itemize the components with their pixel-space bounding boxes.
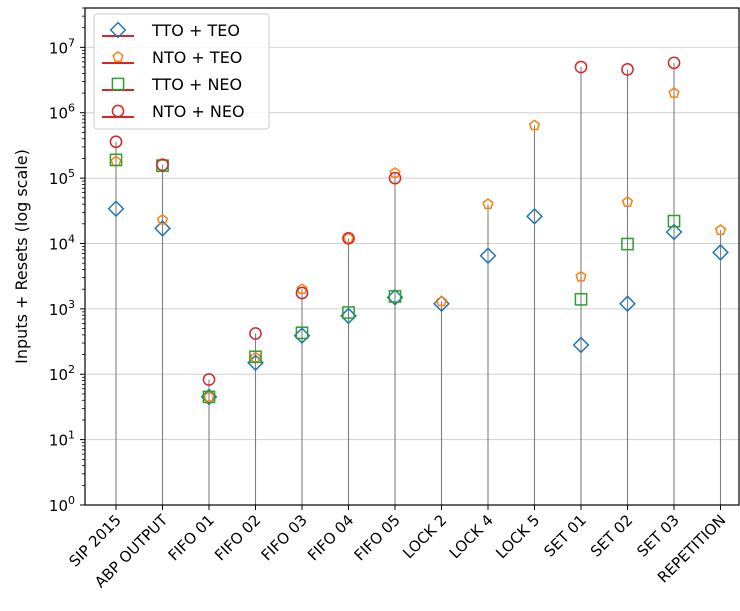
legend-marker-pentagon [112, 51, 124, 62]
plot-frame [84, 7, 740, 506]
data-point-pentagon [575, 270, 587, 282]
data-point-diamond [712, 244, 729, 261]
data-point-pentagon [621, 196, 634, 207]
data-point-pentagon [296, 283, 308, 295]
x-tick-label: LOCK 5 [492, 511, 543, 562]
data-point-circle [667, 56, 681, 70]
x-tick-label: FIFO 02 [211, 511, 264, 564]
series-circle [109, 56, 681, 386]
data-point-square [202, 390, 216, 404]
y-tick-label: 106 [49, 102, 75, 123]
data-point-square [388, 290, 402, 303]
x-tick-label: FIFO 04 [304, 511, 357, 564]
y-axis-ticks: 100 101 102 103 104 105 106 107 [49, 7, 85, 515]
y-axis-title: Inputs + Resets (log scale) [12, 149, 31, 364]
data-point-diamond [526, 207, 543, 225]
data-point-pentagon [668, 87, 680, 98]
data-point-circle [342, 231, 355, 245]
data-point-diamond [572, 336, 590, 354]
legend-label: TTO + TEO [151, 21, 240, 40]
data-point-circle [109, 135, 123, 149]
data-point-circle [249, 327, 262, 340]
data-point-circle [388, 171, 402, 185]
x-tick-label: LOCK 4 [446, 511, 497, 562]
data-point-square [249, 350, 262, 364]
legend-marker-square [111, 77, 125, 91]
legend-label: NTO + TEO [152, 48, 242, 67]
data-point-pentagon [342, 232, 355, 244]
data-point-pentagon [714, 224, 727, 235]
data-point-pentagon [389, 166, 401, 178]
data-point-square [667, 214, 681, 228]
data-point-pentagon [482, 198, 494, 209]
data-point-pentagon [203, 390, 215, 402]
legend-marker-diamond [109, 21, 127, 39]
x-tick-label: FIFO 03 [258, 511, 311, 564]
data-point-pentagon [435, 295, 448, 307]
legend-marker-circle [111, 104, 125, 118]
data-point-circle [156, 158, 169, 172]
y-tick-label: 105 [49, 167, 75, 188]
data-point-circle [621, 63, 634, 76]
series-square [109, 153, 681, 404]
x-tick-label: SET 01 [540, 511, 590, 561]
data-point-diamond [479, 247, 497, 265]
stem-lines [115, 62, 722, 505]
data-point-diamond [154, 220, 171, 237]
data-point-square [621, 237, 634, 251]
y-tick-label: 100 [49, 494, 75, 515]
data-point-circle [202, 373, 216, 386]
data-point-diamond [665, 223, 683, 241]
x-tick-label: FIFO 01 [165, 511, 218, 564]
x-tick-label: LOCK 2 [399, 511, 450, 562]
data-point-circle [295, 286, 309, 300]
x-tick-label: SET 02 [587, 511, 637, 561]
y-tick-label: 104 [49, 232, 75, 253]
y-tick-label: 107 [49, 36, 75, 57]
data-point-square [342, 306, 355, 319]
y-tick-label: 103 [49, 298, 75, 319]
data-point-diamond [619, 295, 636, 313]
data-point-square [295, 326, 309, 340]
data-point-circle [574, 60, 588, 74]
data-point-square [574, 292, 588, 306]
y-tick-label: 101 [49, 429, 75, 450]
y-tick-label: 102 [49, 363, 75, 384]
legend-box [93, 13, 270, 130]
legend-label: NTO + NEO [152, 102, 245, 121]
data-point-square [109, 153, 123, 167]
data-point-pentagon [156, 213, 169, 225]
data-point-pentagon [528, 119, 541, 131]
data-point-diamond [107, 200, 125, 218]
legend: TTO + TEO NTO + TEO TTO + NEO NTO + NEO [93, 13, 270, 130]
series-pentagon [110, 87, 727, 402]
x-tick-label: FIFO 05 [351, 511, 404, 564]
legend-label: TTO + NEO [151, 75, 242, 94]
data-markers [107, 56, 729, 406]
